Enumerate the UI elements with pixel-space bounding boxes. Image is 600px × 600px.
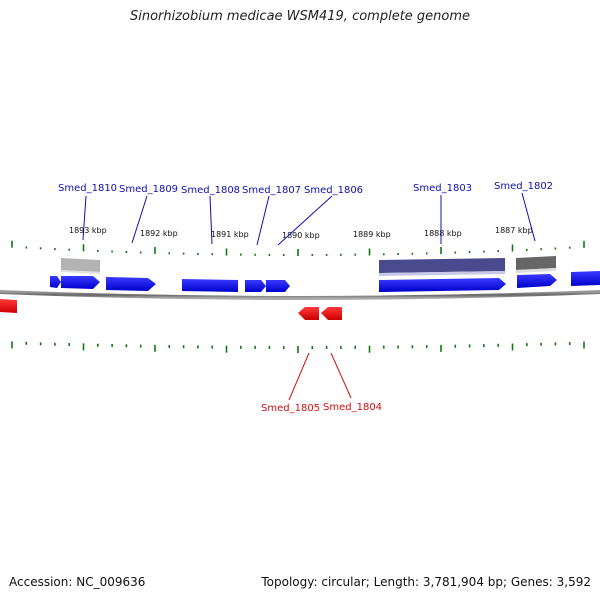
- kbp-label-1893: 1893 kbp: [69, 226, 107, 235]
- kbp-label-1889: 1889 kbp: [353, 230, 391, 239]
- map-title: Sinorhizobium medicae WSM419, complete g…: [129, 9, 471, 24]
- forward-gene-arrow[interactable]: [50, 276, 61, 288]
- kbp-label-1887: 1887 kbp: [495, 226, 533, 235]
- forward-label-leaders: [82, 192, 536, 246]
- forward-gene-arrow[interactable]: [379, 278, 506, 292]
- reverse-gene-arrow[interactable]: [298, 307, 319, 320]
- accession-label: Accession: NC_009636: [9, 575, 146, 589]
- gene-label-smed-1808[interactable]: Smed_1808: [181, 185, 240, 196]
- reverse-gene-arrow[interactable]: [321, 307, 342, 320]
- kbp-label-1890: 1890 kbp: [282, 231, 320, 240]
- forward-gene-arrow[interactable]: [106, 277, 156, 291]
- kbp-label-1888: 1888 kbp: [424, 229, 462, 238]
- reverse-gene-arrow[interactable]: [0, 299, 17, 313]
- gene-label-smed-1802[interactable]: Smed_1802: [494, 181, 553, 192]
- genome-summary: Topology: circular; Length: 3,781,904 bp…: [261, 575, 591, 589]
- gene-label-smed-1805[interactable]: Smed_1805: [261, 403, 320, 414]
- forward-gene-arrow[interactable]: [245, 280, 266, 292]
- gene-label-smed-1807[interactable]: Smed_1807: [242, 185, 301, 196]
- bottom-tick-track: [11, 341, 585, 353]
- forward-gene-arrow[interactable]: [266, 280, 290, 292]
- forward-gene-arrow[interactable]: [61, 276, 100, 289]
- gene-label-smed-1810[interactable]: Smed_1810: [58, 183, 117, 194]
- gene-label-smed-1803[interactable]: Smed_1803: [413, 183, 472, 194]
- forward-gene-arrow[interactable]: [571, 271, 600, 286]
- top-tick-track: [11, 240, 585, 256]
- kbp-label-1892: 1892 kbp: [140, 229, 178, 238]
- gene-label-smed-1806[interactable]: Smed_1806: [304, 185, 363, 196]
- feature-block-gray[interactable]: [61, 258, 100, 274]
- gene-label-smed-1809[interactable]: Smed_1809: [119, 184, 178, 195]
- forward-gene-arrow[interactable]: [182, 279, 238, 292]
- gene-label-smed-1804[interactable]: Smed_1804: [323, 402, 382, 413]
- genome-backbone: [0, 290, 600, 300]
- forward-gene-arrow[interactable]: [517, 274, 557, 288]
- reverse-label-leaders: [288, 352, 352, 401]
- kbp-label-1891: 1891 kbp: [211, 230, 249, 239]
- feature-block-dark[interactable]: [516, 256, 556, 273]
- feature-block-navy[interactable]: [379, 258, 505, 276]
